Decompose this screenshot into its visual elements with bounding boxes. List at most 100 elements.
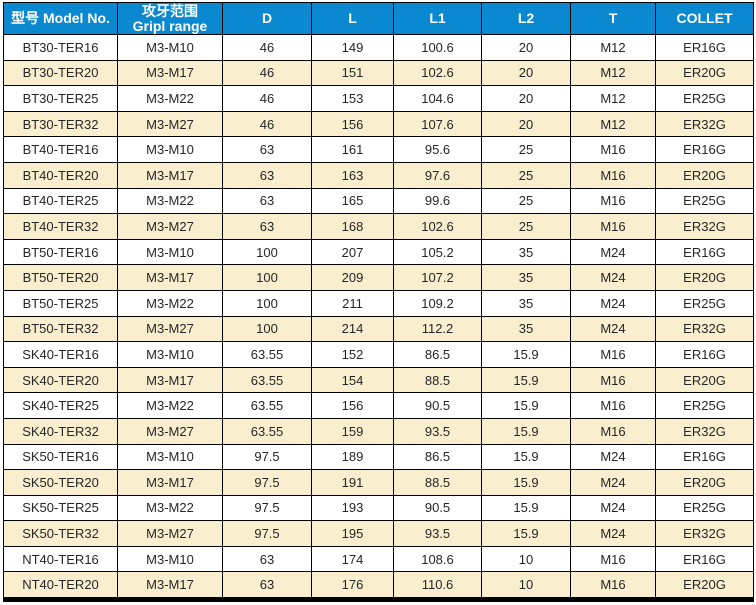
table-cell: 163 (311, 161, 394, 189)
table-cell: 20 (481, 59, 571, 87)
table-row: NT40-TER20 M3-M17 63 176 110.6 10 M16 ER20G (3, 571, 754, 601)
table-cell: 35 (481, 315, 571, 343)
header-row: 型号 Model No. 攻牙范围 Gripl range D L L1 (3, 2, 754, 35)
table-cell: 90.5 (393, 392, 482, 419)
table-cell: BT40-TER16 (3, 136, 118, 163)
table-cell: 149 (311, 34, 394, 61)
table-cell: 109.2 (393, 289, 482, 317)
table-cell: 151 (311, 59, 394, 87)
table-cell: 100.6 (393, 34, 482, 61)
table-cell: M3-M17 (117, 469, 223, 496)
table-cell: M3-M27 (117, 417, 223, 445)
table-cell: 35 (481, 264, 571, 291)
table-cell: BT50-TER16 (3, 238, 118, 266)
table-cell: 195 (311, 520, 394, 547)
table-cell: BT40-TER32 (3, 213, 118, 240)
col-header-d-label: D (261, 10, 273, 26)
table-cell: 63 (222, 161, 312, 189)
table-cell: 35 (481, 238, 571, 266)
table-cell: M3-M22 (117, 494, 223, 522)
table-cell: M3-M10 (117, 545, 223, 573)
table-cell: M3-M17 (117, 571, 223, 601)
table-cell: M16 (570, 545, 656, 573)
table-cell: M3-M22 (117, 289, 223, 317)
table-row: BT30-TER16 M3-M10 46 149 100.6 20 M12 ER16G (3, 34, 754, 61)
table-row: SK40-TER32 M3-M27 63.55 159 93.5 15.9 M16 ER32G (3, 417, 754, 445)
table-cell: BT30-TER16 (3, 34, 118, 61)
table-cell: M16 (570, 161, 656, 189)
table-cell: 100 (222, 315, 312, 343)
table-cell: 15.9 (481, 443, 571, 471)
table-cell: M3-M10 (117, 443, 223, 471)
table-cell: ER32G (655, 315, 754, 343)
table-cell: ER16G (655, 136, 754, 163)
table-cell: 93.5 (393, 520, 482, 547)
table-cell: M3-M17 (117, 366, 223, 394)
table-cell: M3-M10 (117, 136, 223, 163)
table-cell: 25 (481, 136, 571, 163)
table-cell: 63.55 (222, 366, 312, 394)
table-cell: 15.9 (481, 494, 571, 522)
table-cell: 15.9 (481, 341, 571, 368)
table-cell: M24 (570, 494, 656, 522)
table-cell: 35 (481, 289, 571, 317)
table-cell: BT30-TER32 (3, 110, 118, 138)
table-cell: BT50-TER32 (3, 315, 118, 343)
table-cell: 63 (222, 213, 312, 240)
table-cell: 97.5 (222, 520, 312, 547)
table-cell: 15.9 (481, 520, 571, 547)
table-cell: M16 (570, 341, 656, 368)
table-cell: 214 (311, 315, 394, 343)
table-cell: 95.6 (393, 136, 482, 163)
col-header-t-label: T (608, 10, 618, 26)
table-cell: 63 (222, 571, 312, 601)
table-cell: SK50-TER16 (3, 443, 118, 471)
table-cell: 104.6 (393, 85, 482, 112)
table-cell: M3-M27 (117, 213, 223, 240)
table-cell: ER20G (655, 571, 754, 601)
table-cell: 88.5 (393, 366, 482, 394)
table-cell: M16 (570, 366, 656, 394)
table-cell: 100 (222, 238, 312, 266)
table-cell: M24 (570, 264, 656, 291)
table-cell: 174 (311, 545, 394, 573)
col-header-d: D (222, 2, 312, 35)
table-cell: 110.6 (393, 571, 482, 601)
table-cell: 165 (311, 187, 394, 215)
table-cell: 63.55 (222, 341, 312, 368)
table-cell: ER20G (655, 366, 754, 394)
table-cell: M24 (570, 443, 656, 471)
col-header-grip-range-label-en: Gripl range (132, 17, 208, 34)
table-cell: M16 (570, 136, 656, 163)
table-cell: M24 (570, 315, 656, 343)
table-cell: ER32G (655, 520, 754, 547)
table-cell: ER16G (655, 545, 754, 573)
table-cell: 107.2 (393, 264, 482, 291)
table-cell: M12 (570, 110, 656, 138)
table-row: BT40-TER16 M3-M10 63 161 95.6 25 M16 ER16G (3, 136, 754, 163)
table-cell: M3-M22 (117, 187, 223, 215)
table-cell: ER20G (655, 469, 754, 496)
table-cell: ER16G (655, 34, 754, 61)
table-cell: 156 (311, 392, 394, 419)
table-cell: 63 (222, 136, 312, 163)
table-cell: SK40-TER20 (3, 366, 118, 394)
table-cell: 209 (311, 264, 394, 291)
col-header-l2: L2 (481, 2, 571, 35)
table-cell: 102.6 (393, 59, 482, 87)
col-header-grip-range-label-zh: 攻牙范围 (142, 2, 198, 19)
table-cell: M3-M17 (117, 264, 223, 291)
table-cell: 100 (222, 264, 312, 291)
table-cell: 10 (481, 571, 571, 601)
table-cell: 10 (481, 545, 571, 573)
table-cell: SK50-TER25 (3, 494, 118, 522)
table-row: BT50-TER32 M3-M27 100 214 112.2 35 M24 ER32G (3, 315, 754, 343)
table-cell: M24 (570, 520, 656, 547)
spec-table: 型号 Model No. 攻牙范围 Gripl range D L L1 (3, 2, 754, 603)
table-cell: 112.2 (393, 315, 482, 343)
table-cell: M16 (570, 392, 656, 419)
table-row: SK50-TER32 M3-M27 97.5 195 93.5 15.9 M24 ER32G (3, 520, 754, 547)
table-cell: M3-M17 (117, 59, 223, 87)
table-cell: 20 (481, 34, 571, 61)
table-row: SK50-TER16 M3-M10 97.5 189 86.5 15.9 M24 ER16G (3, 443, 754, 471)
